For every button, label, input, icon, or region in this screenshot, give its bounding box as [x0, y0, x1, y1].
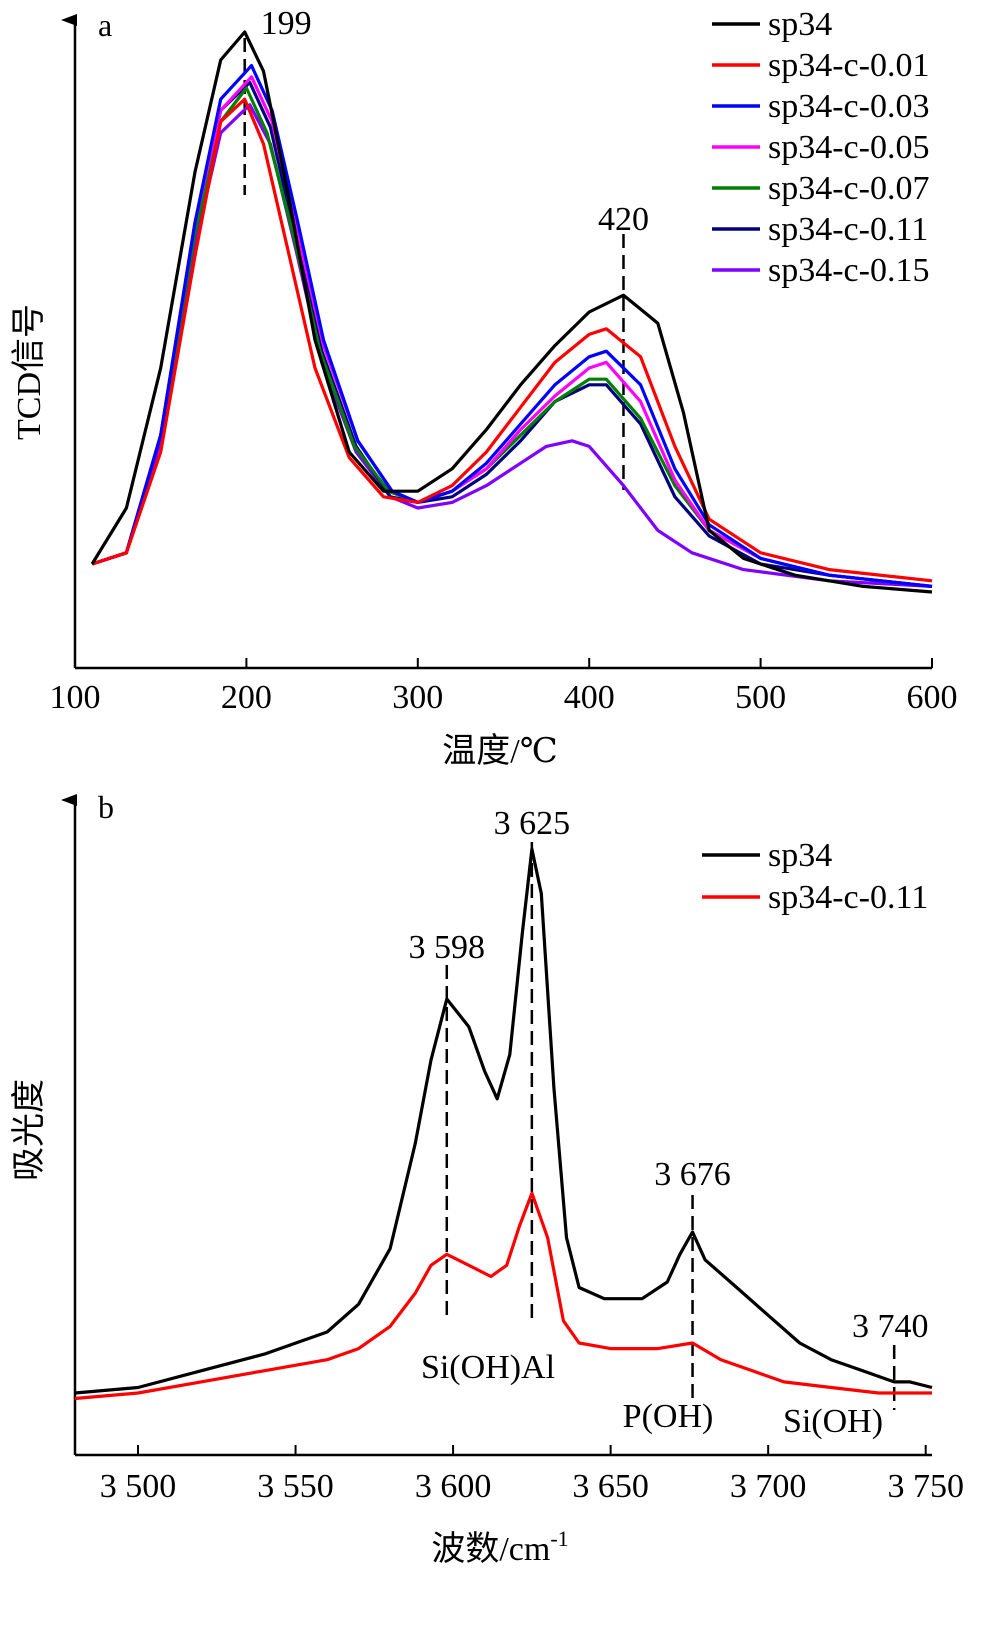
panel-a-legend: sp34 sp34-c-0.01 sp34-c-0.03 sp34-c-0.05 sp3…: [712, 6, 929, 289]
panel-b-y-axis-title: 吸光度: [10, 1079, 48, 1181]
panel-a-series-sp34-c-0-01-line: [91, 97, 933, 583]
panel-a-series: [90, 30, 933, 594]
panel-b-letter: b: [98, 789, 114, 825]
panel-b-series: [74, 847, 933, 1401]
panel-a-x-tick-label: 300: [392, 679, 443, 716]
panel-b-x-tick-label: 3 500: [100, 1468, 177, 1505]
panel-a-annotation-label: 199: [261, 5, 312, 42]
panel-a-x-tick-label: 400: [564, 679, 615, 716]
panel-b-series-sp34-c-0-11-line: [74, 1191, 932, 1401]
panel-a-legend-label: sp34-c-0.15: [768, 252, 929, 289]
panel-a-x-ticks: 100 200 300 400 500 600: [50, 658, 958, 716]
panel-a-annotations: 199 420: [243, 5, 649, 490]
panel-a-x-tick-label: 100: [50, 679, 101, 716]
panel-a-legend-label: sp34-c-0.07: [768, 170, 929, 207]
panel-b-x-ticks: 3 500 3 550 3 600 3 650 3 700 3 750: [100, 1445, 964, 1505]
panel-b-band-label: P(OH): [623, 1398, 714, 1435]
panel-a-series-sp34-c-0-03-line: [91, 63, 933, 588]
panel-a-x-tick-label: 200: [221, 679, 272, 716]
panel-b-x-tick-label: 3 550: [257, 1468, 334, 1505]
panel-b-x-axis-title: 波数/cm-1: [431, 1526, 568, 1568]
panel-b-x-tick-label: 3 700: [730, 1468, 807, 1505]
panel-b-x-tick-label: 3 600: [415, 1468, 492, 1505]
panel-b-peak-label: 3 598: [409, 929, 486, 966]
panel-b-annotations: 3 598 3 625 3 676 3 740 Si(OH)Al P(OH) Si(OH): [409, 805, 929, 1440]
panel-a-chart: a 100 200 300 400 500 600 199 420 sp34 sp34-c-0…: [10, 5, 958, 770]
panel-b-x-tick-label: 3 650: [572, 1468, 649, 1505]
panel-a-y-axis-title: TCD信号: [10, 304, 48, 440]
panel-b-legend-label: sp34: [768, 837, 832, 874]
panel-a-legend-label: sp34-c-0.11: [768, 211, 928, 248]
panel-a-letter: a: [98, 7, 112, 43]
panel-b-series-sp34-line: [74, 847, 933, 1395]
panel-b-peak-label: 3 676: [654, 1156, 731, 1193]
panel-b-band-label: Si(OH)Al: [421, 1349, 555, 1386]
panel-a-legend-label: sp34: [768, 6, 832, 43]
panel-b-peak-label: 3 740: [852, 1308, 929, 1345]
panel-b-x-tick-label: 3 750: [887, 1468, 964, 1505]
panel-a-x-tick-label: 600: [907, 679, 958, 716]
panel-a-x-tick-label: 500: [735, 679, 786, 716]
panel-b-chart: b 3 500 3 550 3 600 3 650 3 700 3 750 3 5983 …: [10, 789, 964, 1568]
panel-a-legend-label: sp34-c-0.01: [768, 47, 929, 84]
panel-b-band-label: Si(OH): [783, 1403, 883, 1440]
panel-a-legend-label: sp34-c-0.03: [768, 88, 929, 125]
panel-a-legend-label: sp34-c-0.05: [768, 129, 929, 166]
panel-a-x-axis-title: 温度/℃: [442, 732, 557, 770]
panel-a-series-sp34-line: [90, 30, 933, 594]
panel-a-annotation-label: 420: [598, 201, 649, 238]
panel-b-legend: sp34 sp34-c-0.11: [702, 837, 928, 916]
panel-b-peak-label: 3 625: [494, 805, 571, 842]
panel-b-legend-label: sp34-c-0.11: [768, 879, 928, 916]
